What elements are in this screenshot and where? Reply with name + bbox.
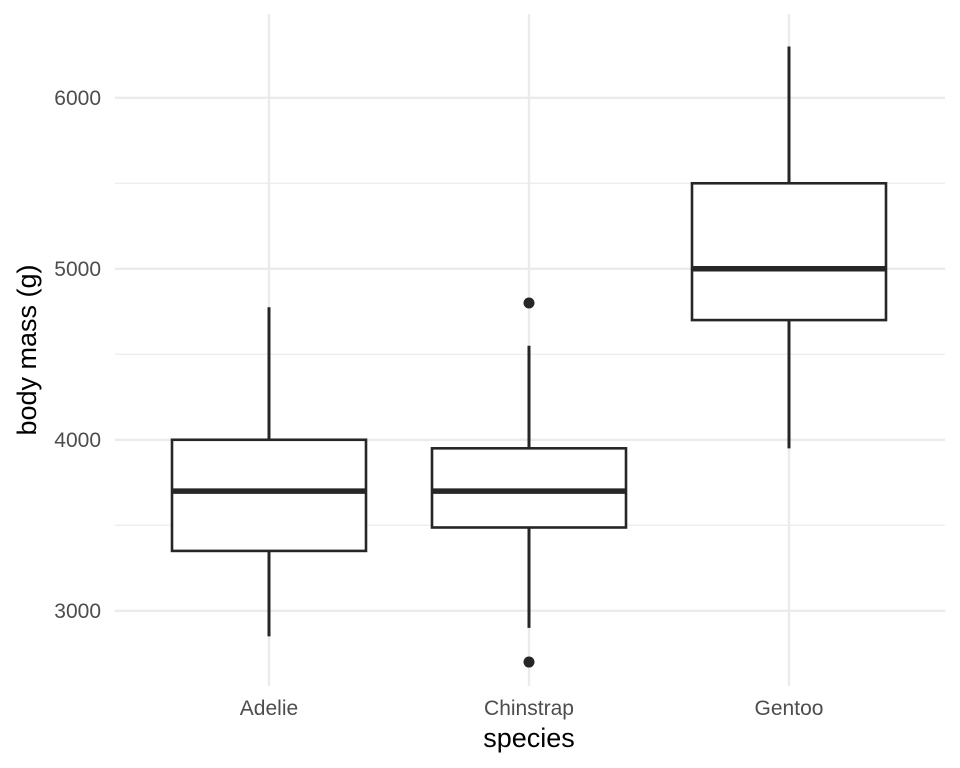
x-tick-label: Chinstrap: [484, 697, 574, 720]
y-axis-title: body mass (g): [12, 264, 42, 435]
x-tick-label: Adelie: [240, 697, 298, 720]
y-tick-label: 3000: [54, 600, 101, 623]
outlier-point: [523, 297, 535, 309]
box-layer: [170, 46, 888, 668]
x-axis-title: species: [483, 723, 575, 753]
box-gentoo: [690, 46, 888, 449]
iqr-box: [170, 438, 368, 553]
y-tick-label: 6000: [54, 87, 101, 110]
iqr-box: [430, 447, 628, 529]
iqr-box: [690, 181, 888, 322]
y-tick-label: 5000: [54, 258, 101, 281]
x-tick-label: Gentoo: [755, 697, 824, 720]
box-adelie: [170, 307, 368, 637]
box-chinstrap: [430, 297, 628, 668]
y-tick-label: 4000: [54, 429, 101, 452]
outlier-point: [523, 656, 535, 668]
tick-labels: 3000 4000 5000 6000 Adelie Chinstrap Gentoo: [54, 87, 823, 720]
